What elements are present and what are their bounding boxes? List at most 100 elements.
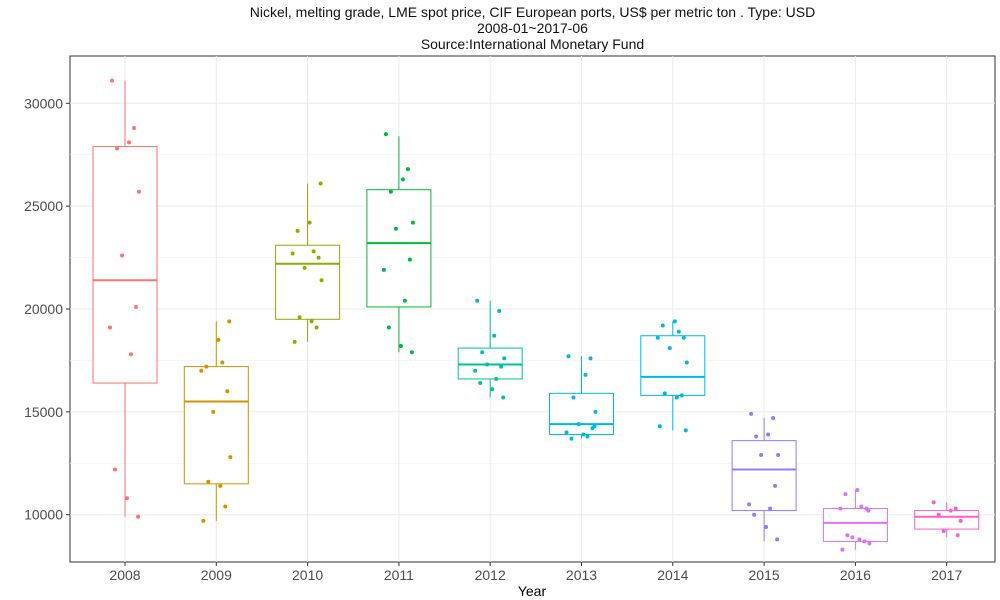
chart-source: Source:International Monetary Fund (420, 36, 645, 52)
data-point (485, 362, 490, 367)
data-point (216, 337, 221, 342)
data-point (290, 251, 295, 256)
data-point (386, 325, 391, 330)
data-point (683, 428, 688, 433)
data-point (850, 535, 855, 540)
data-point (137, 189, 141, 194)
data-point (843, 492, 848, 497)
data-point (576, 422, 581, 427)
data-point (866, 508, 871, 513)
data-point (592, 424, 597, 429)
data-point (955, 533, 960, 538)
data-point (405, 167, 410, 172)
y-tick-label: 25000 (24, 198, 63, 214)
data-point (773, 483, 778, 488)
data-point (311, 249, 316, 254)
data-point (676, 329, 681, 334)
data-point (120, 253, 124, 258)
data-point (588, 356, 593, 361)
data-point (655, 335, 660, 340)
x-axis-title: Year (518, 583, 547, 599)
chart-marks (92, 78, 980, 552)
data-point (766, 432, 771, 437)
chart-subtitle: 2008-01~2017-06 (477, 20, 588, 36)
data-point (752, 512, 757, 517)
data-point (110, 78, 114, 83)
data-point (307, 220, 312, 225)
data-point (492, 333, 497, 338)
data-point (314, 325, 319, 330)
data-point (953, 506, 958, 511)
data-point (859, 504, 864, 509)
data-point (593, 409, 598, 414)
data-point (681, 335, 686, 340)
box-2011 (366, 189, 432, 308)
data-point (136, 514, 140, 519)
data-point (581, 432, 586, 437)
x-tick-label: 2015 (749, 567, 780, 583)
data-point (501, 395, 506, 400)
box-2008 (92, 146, 158, 384)
data-point (747, 502, 752, 507)
data-point (857, 537, 862, 542)
data-point (115, 146, 119, 151)
box-2012 (457, 347, 523, 380)
x-tick-label: 2012 (475, 567, 506, 583)
x-tick-label: 2014 (657, 567, 688, 583)
data-point (201, 518, 206, 523)
data-point (108, 325, 112, 330)
data-point (473, 368, 478, 373)
data-point (499, 364, 504, 369)
data-point (309, 319, 314, 324)
data-point (211, 409, 216, 414)
data-point (931, 500, 936, 505)
data-point (225, 389, 230, 394)
data-point (206, 479, 211, 484)
data-point (297, 315, 302, 320)
data-point (127, 140, 131, 145)
x-tick-label: 2013 (566, 567, 597, 583)
data-point (569, 436, 574, 441)
data-point (388, 189, 393, 194)
data-point (764, 525, 769, 530)
x-tick-label: 2016 (840, 567, 871, 583)
data-point (754, 434, 759, 439)
data-point (393, 226, 398, 231)
data-point (223, 504, 228, 509)
data-point (134, 304, 138, 309)
data-point (318, 181, 323, 186)
data-point (775, 537, 780, 542)
data-point (948, 508, 953, 513)
data-point (204, 364, 209, 369)
box-2016 (822, 508, 888, 542)
box-2009 (183, 366, 249, 485)
data-point (227, 319, 232, 324)
data-point (400, 177, 405, 182)
data-point (585, 434, 590, 439)
data-point (867, 541, 872, 546)
x-tick-label: 2011 (384, 567, 414, 583)
data-point (660, 323, 665, 328)
data-point (295, 228, 300, 233)
data-point (838, 506, 843, 511)
data-point (475, 298, 480, 303)
data-point (855, 488, 860, 493)
axes: 10000 15000 20000 25000 30000 2008 2009 2010 201… (24, 95, 962, 583)
x-tick-label: 2008 (109, 567, 140, 583)
data-point (776, 453, 781, 458)
data-point (125, 496, 129, 501)
data-point (383, 132, 388, 137)
data-point (319, 278, 324, 283)
data-point (684, 360, 689, 365)
data-point (749, 411, 754, 416)
data-point (113, 467, 117, 472)
data-point (398, 344, 403, 349)
data-point (132, 125, 136, 130)
data-point (199, 368, 204, 373)
data-point (494, 376, 499, 381)
x-tick-label: 2010 (292, 567, 323, 583)
data-point (679, 393, 684, 398)
data-point (564, 430, 569, 435)
data-point (768, 506, 773, 511)
chart-title: Nickel, melting grade, LME spot price, C… (249, 4, 816, 20)
